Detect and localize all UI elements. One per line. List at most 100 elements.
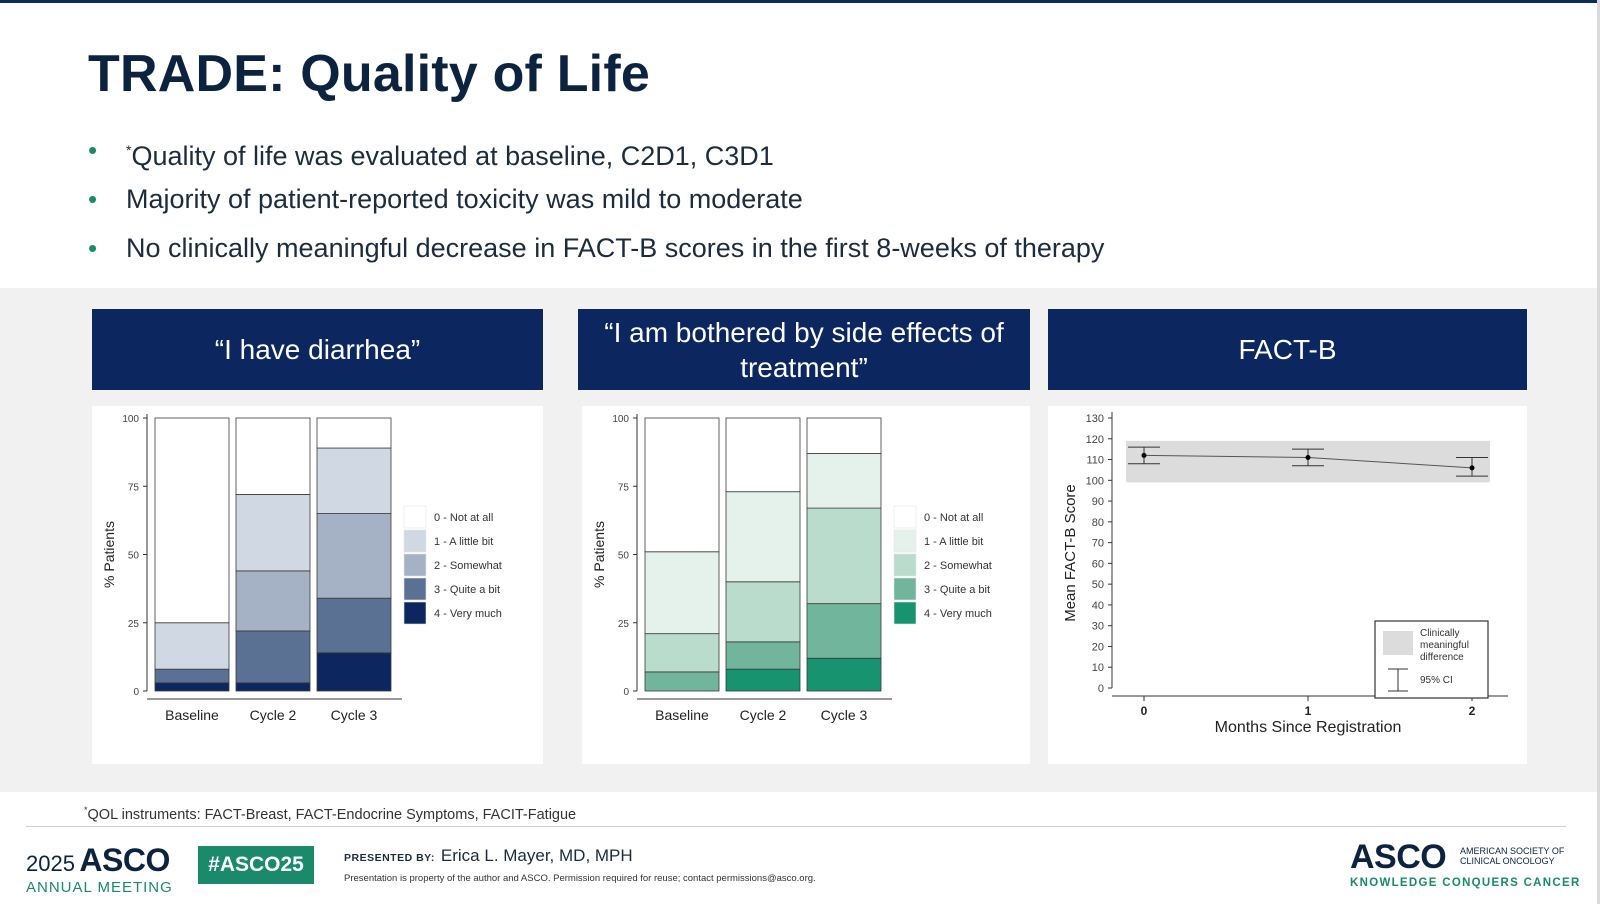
legend-label: 0 - Not at all <box>434 512 493 524</box>
x-tick-label: Cycle 3 <box>331 707 378 723</box>
legend-ci-label: 95% CI <box>1420 675 1453 686</box>
legend-swatch <box>403 505 427 529</box>
bar-segment <box>806 453 882 509</box>
x-tick-label: Cycle 2 <box>250 707 297 723</box>
logo-annual-meeting: ANNUAL MEETING <box>26 879 173 896</box>
data-point <box>1141 452 1147 458</box>
bullet-list: • *Quality of life was evaluated at basel… <box>88 130 1104 277</box>
bar-segment <box>154 682 230 692</box>
legend-label: 3 - Quite a bit <box>434 584 500 596</box>
chart-panel-diarrhea: 0 25 50 75 100 % Patients Baseline Cycle 2 Cycle… <box>92 406 543 764</box>
bar-segment <box>644 417 720 553</box>
y-tick-label: 75 <box>618 482 630 493</box>
x-tick-label: Cycle 3 <box>821 707 868 723</box>
legend-swatch <box>893 601 917 625</box>
bar-segment <box>235 494 311 572</box>
logo-year: 2025 <box>26 851 75 876</box>
legend-swatch <box>893 553 917 577</box>
legend-label: 4 - Very much <box>434 608 502 620</box>
legend-label: 1 - A little bit <box>924 536 983 548</box>
footnote: *QOL instruments: FACT-Breast, FACT-Endo… <box>84 805 576 823</box>
bar-segment <box>154 417 230 624</box>
logo-tagline: KNOWLEDGE CONQUERS CANCER <box>1350 877 1581 889</box>
legend-swatch <box>893 577 917 601</box>
hashtag-badge: #ASCO25 <box>198 846 314 884</box>
legend-swatch <box>403 553 427 577</box>
bar-segment <box>806 417 882 454</box>
bullet-text: No clinically meaningful decrease in FAC… <box>126 233 1105 263</box>
bar-segment <box>725 641 801 670</box>
y-tick-label: 130 <box>1086 413 1104 425</box>
legend-swatch <box>893 505 917 529</box>
legend-band-label: meaningful <box>1420 640 1469 651</box>
y-tick-label: 40 <box>1092 600 1104 612</box>
y-tick-label: 100 <box>122 414 139 425</box>
y-tick-label: 0 <box>1098 683 1104 695</box>
x-tick-label: Baseline <box>655 707 709 723</box>
bar-segment <box>725 668 801 692</box>
bullet-item: • Majority of patient-reported toxicity w… <box>88 179 1104 228</box>
asco-society-logo: ASCO AMERICAN SOCIETY OF CLINICAL ONCOLOG… <box>1350 838 1579 889</box>
chart-panel-factb: 0 10 20 30 40 50 60 70 80 90 100 110 120 130 0 1 2 Months… <box>1048 406 1527 764</box>
bar-segment <box>644 551 720 635</box>
panel-header-text: “I am bothered by side effects of treatm… <box>604 316 1004 383</box>
bar-segment <box>316 417 392 449</box>
bar-segment <box>154 668 230 684</box>
y-tick-label: 70 <box>1092 538 1104 550</box>
y-tick-label: 10 <box>1092 662 1104 674</box>
legend-label: 2 - Somewhat <box>434 560 502 572</box>
bullet-text: Quality of life was evaluated at baselin… <box>131 141 774 171</box>
society-line: AMERICAN SOCIETY OF <box>1460 846 1565 856</box>
y-tick-label: 80 <box>1092 517 1104 529</box>
logo-society-name: AMERICAN SOCIETY OF CLINICAL ONCOLOGY <box>1460 846 1580 866</box>
bar-segment <box>806 507 882 605</box>
diarrhea-chart: 0 25 50 75 100 % Patients Baseline Cycle 2 Cycle… <box>101 414 502 723</box>
bar-segment <box>235 630 311 684</box>
legend-label: 1 - A little bit <box>434 536 493 548</box>
panel-header-text: “I have diarrhea” <box>214 334 421 365</box>
y-tick-label: 110 <box>1086 455 1104 467</box>
bar-segment <box>235 570 311 632</box>
footer-divider <box>26 826 1566 827</box>
bar-segment <box>806 603 882 659</box>
data-point <box>1469 465 1475 471</box>
panel-header-diarrhea: “I have diarrhea” <box>92 309 543 390</box>
legend-band-label: difference <box>1420 652 1464 663</box>
y-tick-label: 0 <box>133 687 139 698</box>
bullet-item: • *Quality of life was evaluated at basel… <box>88 130 1104 179</box>
x-tick-label: Baseline <box>165 707 219 723</box>
bar-segment <box>725 417 801 493</box>
asco-annual-meeting-logo: 2025 ASCO ANNUAL MEETING <box>26 842 172 896</box>
legend-swatch <box>403 529 427 553</box>
bullet-dot-icon: • <box>88 135 98 165</box>
y-tick-label: 90 <box>1092 496 1104 508</box>
x-tick-label: 1 <box>1305 704 1312 718</box>
y-tick-label: 25 <box>618 619 630 630</box>
legend-band-swatch <box>1383 631 1413 655</box>
legend-band-label: Clinically <box>1420 628 1459 639</box>
bar-segment <box>316 652 392 692</box>
y-axis-label: Mean FACT-B Score <box>1062 484 1079 622</box>
legend-label: 4 - Very much <box>924 608 992 620</box>
footnote-sup: * <box>84 805 88 815</box>
right-border <box>1597 0 1600 904</box>
logo-asco: ASCO <box>79 842 170 878</box>
y-tick-label: 20 <box>1092 641 1104 653</box>
y-tick-label: 50 <box>128 551 140 562</box>
bar-segment <box>806 657 882 692</box>
y-axis-label: % Patients <box>101 521 117 588</box>
y-tick-label: 50 <box>1092 579 1104 591</box>
legend-swatch <box>403 601 427 625</box>
x-tick-label: Cycle 2 <box>740 707 787 723</box>
presented-label: PRESENTED BY: <box>344 852 435 864</box>
panel-header-text: FACT-B <box>1238 334 1337 365</box>
legend-label: 2 - Somewhat <box>924 560 992 572</box>
y-axis-label: % Patients <box>591 521 607 588</box>
bar-segment <box>235 682 311 692</box>
property-note: Presentation is property of the author a… <box>344 873 816 884</box>
bar-segment <box>725 491 801 583</box>
bullet-text: Majority of patient-reported toxicity wa… <box>126 184 803 214</box>
y-tick-label: 25 <box>128 619 140 630</box>
data-point <box>1305 454 1311 460</box>
society-line: CLINICAL ONCOLOGY <box>1460 856 1555 866</box>
